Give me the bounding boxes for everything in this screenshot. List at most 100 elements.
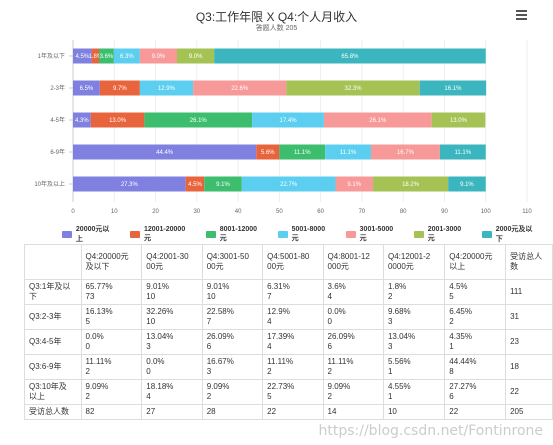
- bar-segment: [99, 48, 114, 64]
- category-label: 2-3年: [50, 84, 65, 92]
- table-header-cell: Q4:12001-2 0000元: [382, 244, 446, 280]
- legend-item[interactable]: 2000元及以下: [481, 224, 539, 244]
- bar-segment: [90, 112, 145, 128]
- data-label: 18.2%: [402, 182, 420, 188]
- menu-icon[interactable]: [516, 10, 527, 20]
- bar-segment: [256, 144, 280, 160]
- footer-label: 受访总人数: [24, 404, 82, 420]
- table-cell: 22.73% 5: [262, 379, 324, 405]
- row-total: 31: [505, 304, 553, 330]
- table-cell: 12.9% 4: [262, 304, 324, 330]
- bar-segment: [139, 80, 194, 96]
- bar-segment: [325, 144, 371, 160]
- footer-cell: 14: [322, 404, 384, 420]
- table-cell: 0.0% 0: [141, 354, 203, 380]
- bar-segment: [204, 176, 242, 192]
- table-row: Q3:6-9年 11.11% 2 0.0% 0 16.67% 3 11.11% 2 11.11% 2…: [24, 354, 553, 380]
- legend-item[interactable]: 3001-5000元: [345, 224, 400, 244]
- table-cell: 9.09% 2: [201, 379, 264, 405]
- bar-segment: [73, 144, 257, 160]
- bar-segment: [73, 176, 186, 192]
- table-cell: 3.6% 4: [322, 279, 384, 305]
- legend-label: 5001-8000元: [291, 225, 326, 242]
- table-cell: 27.27% 6: [444, 379, 507, 405]
- legend-swatch: [345, 230, 356, 238]
- table-cell: 9.09% 2: [80, 379, 143, 405]
- table-cell: 18.18% 4: [141, 379, 203, 405]
- legend-item[interactable]: 8001-12000元: [205, 224, 264, 244]
- bar-segment: [373, 176, 449, 192]
- table-header-cell: 受访总人数: [505, 244, 553, 280]
- table-cell: 26.09% 6: [201, 329, 264, 355]
- chart-legend: 20000元以上 12001-20000元 8001-12000元 5001-8000…: [62, 224, 553, 244]
- data-label: 27.3%: [121, 182, 139, 188]
- data-label: 4.5%: [188, 182, 202, 188]
- legend-label: 20000元以上: [75, 226, 110, 243]
- bar-segment: [177, 48, 215, 64]
- row-label: Q3:2-3年: [24, 304, 82, 330]
- bar-segment: [113, 48, 140, 64]
- bar-segment: [139, 48, 178, 64]
- legend-swatch: [62, 230, 72, 238]
- table-cell: 9.68% 3: [382, 304, 446, 330]
- legend-item[interactable]: 12001-20000元: [130, 224, 192, 244]
- table-cell: 13.04% 3: [141, 329, 203, 355]
- bar-segment: [335, 176, 374, 192]
- data-label: 5.6%: [261, 150, 275, 156]
- legend-item[interactable]: 2001-3000元: [413, 224, 468, 244]
- bar-segment: [73, 80, 100, 96]
- legend-label: 2000元及以下: [495, 226, 533, 243]
- data-label: 4.5%: [75, 54, 89, 60]
- footer-cell: 22: [444, 404, 507, 420]
- table-cell: 4.35% 1: [444, 329, 507, 355]
- table-header-cell: Q4:2001-30 00元: [141, 244, 203, 280]
- legend-label: 8001-12000元: [219, 225, 258, 242]
- table-cell: 4.5% 5: [444, 279, 507, 305]
- table-cell: 11.11% 2: [322, 354, 384, 380]
- bar-segment: [323, 112, 432, 128]
- table-row: Q3:4-5年 0.0% 0 13.04% 3 26.09% 6 17.39% 4 26.09% 6…: [24, 329, 553, 355]
- footer-total: 205: [505, 404, 553, 420]
- table-cell: 0.0% 0: [322, 304, 384, 330]
- table-header-cell: [24, 244, 82, 280]
- data-label: 9.7%: [113, 86, 127, 92]
- data-label: 16.1%: [444, 86, 462, 92]
- footer-cell: 22: [262, 404, 324, 420]
- category-label: 6-9年: [50, 148, 65, 156]
- legend-item[interactable]: 5001-8000元: [277, 224, 332, 244]
- bar-segment: [99, 80, 140, 96]
- table-cell: 6.45% 2: [444, 304, 507, 330]
- table-cell: 13.04% 3: [382, 329, 446, 355]
- bar-segment: [241, 176, 336, 192]
- data-label: 9.0%: [189, 54, 203, 60]
- data-label: 9.1%: [347, 182, 361, 188]
- x-tick-label: 40: [235, 209, 242, 215]
- bar-segment: [370, 144, 440, 160]
- table-cell: 4.55% 1: [382, 379, 446, 405]
- data-label: 6.3%: [120, 54, 134, 60]
- bar-segment: [279, 144, 326, 160]
- data-label: 17.4%: [280, 118, 298, 124]
- row-total: 18: [505, 354, 553, 380]
- legend-item[interactable]: 20000元以上: [62, 224, 116, 244]
- data-label: 32.3%: [345, 86, 363, 92]
- legend-swatch: [205, 230, 216, 238]
- x-tick-label: 20: [152, 209, 159, 215]
- table-header-cell: Q4:20000元 及以下: [80, 244, 143, 280]
- data-label: 26.1%: [190, 118, 208, 124]
- x-tick-label: 100: [481, 209, 492, 215]
- data-label: 6.5%: [80, 86, 94, 92]
- bar-segment: [144, 112, 253, 128]
- bar-segment: [73, 112, 91, 128]
- data-label: 13.0%: [450, 118, 468, 124]
- table-header-cell: Q4:3001-50 00元: [201, 244, 264, 280]
- legend-swatch: [130, 230, 140, 238]
- legend-label: 12001-20000元: [143, 225, 186, 242]
- bar-segment: [73, 48, 92, 64]
- data-label: 11.1%: [340, 150, 357, 156]
- legend-swatch: [481, 230, 492, 238]
- data-label: 9.1%: [216, 182, 230, 188]
- table-cell: 1.8% 2: [382, 279, 446, 305]
- legend-swatch: [413, 230, 424, 238]
